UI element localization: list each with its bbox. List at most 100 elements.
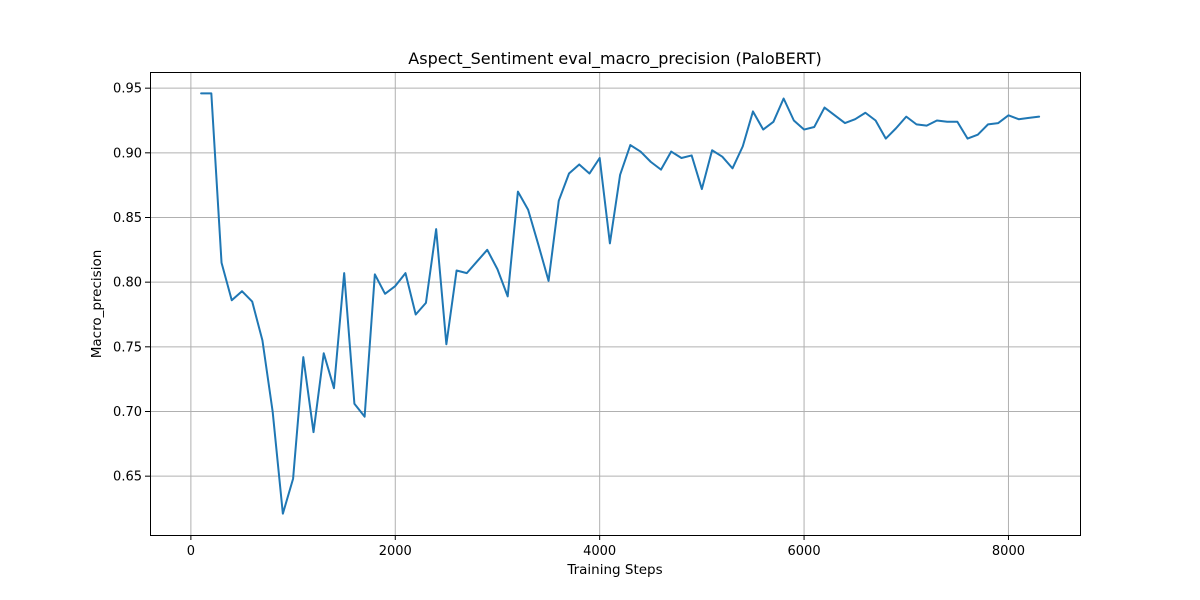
- data-point: [588, 173, 590, 175]
- data-point: [772, 121, 774, 123]
- data-point: [333, 387, 335, 389]
- data-point: [568, 173, 570, 175]
- data-point: [445, 343, 447, 345]
- data-point: [394, 285, 396, 287]
- data-point: [936, 119, 938, 121]
- data-point: [425, 302, 427, 304]
- y-tick-label: 0.85: [113, 211, 142, 226]
- data-point: [783, 98, 785, 100]
- data-point: [507, 295, 509, 297]
- data-point: [732, 167, 734, 169]
- data-point: [1028, 117, 1030, 119]
- data-point: [353, 403, 355, 405]
- x-tick-label: 0: [187, 544, 195, 559]
- data-point: [496, 268, 498, 270]
- data-point: [537, 244, 539, 246]
- data-point: [558, 200, 560, 202]
- data-point: [813, 126, 815, 128]
- data-point: [619, 174, 621, 176]
- data-point: [946, 121, 948, 123]
- data-point: [793, 119, 795, 121]
- data-point: [875, 119, 877, 121]
- data-point: [364, 416, 366, 418]
- data-point: [824, 107, 826, 109]
- data-point: [231, 299, 233, 301]
- data-point: [997, 122, 999, 124]
- data-point: [241, 290, 243, 292]
- y-tick-label: 0.95: [113, 82, 142, 97]
- data-point: [486, 249, 488, 251]
- data-point: [711, 149, 713, 151]
- y-tick-label: 0.80: [113, 276, 142, 291]
- series-layer: [200, 92, 1041, 515]
- data-point: [292, 478, 294, 480]
- data-point: [282, 513, 284, 515]
- data-point: [905, 116, 907, 118]
- data-point: [374, 273, 376, 275]
- ticks: 0 2000 4000 6000 8000 0.65 0.70 0.75 0.80 0.85 0.9…: [113, 82, 1025, 559]
- data-point: [721, 156, 723, 158]
- data-point: [272, 410, 274, 412]
- data-point: [221, 262, 223, 264]
- y-tick-label: 0.65: [113, 470, 142, 485]
- data-point: [210, 92, 212, 94]
- data-point: [343, 272, 345, 274]
- data-point: [640, 151, 642, 153]
- data-point: [251, 301, 253, 303]
- data-point: [1018, 118, 1020, 120]
- data-point: [752, 110, 754, 112]
- x-tick-label: 2000: [379, 544, 412, 559]
- data-point: [384, 293, 386, 295]
- data-point: [967, 138, 969, 140]
- data-point: [200, 92, 202, 94]
- data-point: [803, 129, 805, 131]
- data-point: [864, 112, 866, 114]
- data-point: [915, 123, 917, 125]
- data-point: [578, 163, 580, 165]
- data-point: [885, 138, 887, 140]
- data-point: [404, 272, 406, 274]
- y-axis-label: Macro_precision: [89, 250, 105, 359]
- data-point: [609, 242, 611, 244]
- x-tick-label: 6000: [788, 544, 821, 559]
- x-tick-label: 8000: [992, 544, 1025, 559]
- series-line: [200, 92, 1041, 515]
- x-tick-label: 4000: [583, 544, 616, 559]
- data-point: [456, 270, 458, 272]
- data-point: [844, 122, 846, 124]
- data-point: [517, 191, 519, 193]
- y-tick-label: 0.90: [113, 146, 142, 161]
- data-point: [629, 144, 631, 146]
- data-point: [762, 129, 764, 131]
- data-point: [670, 151, 672, 153]
- data-point: [660, 169, 662, 171]
- y-tick-label: 0.70: [113, 405, 142, 420]
- data-point: [527, 209, 529, 211]
- data-point: [895, 127, 897, 129]
- data-point: [599, 157, 601, 159]
- data-point: [415, 313, 417, 315]
- data-point: [1007, 114, 1009, 116]
- data-point: [680, 157, 682, 159]
- x-axis-label: Training Steps: [566, 562, 662, 578]
- y-tick-label: 0.75: [113, 340, 142, 355]
- data-point: [926, 125, 928, 127]
- data-point: [302, 356, 304, 358]
- grid: [150, 72, 1080, 535]
- data-point: [834, 114, 836, 116]
- data-point: [323, 352, 325, 354]
- data-point: [742, 145, 744, 147]
- data-point: [650, 161, 652, 163]
- data-point: [476, 260, 478, 262]
- data-point: [977, 134, 979, 136]
- data-point: [1038, 116, 1040, 118]
- data-point: [313, 431, 315, 433]
- data-point: [548, 280, 550, 282]
- data-point: [466, 272, 468, 274]
- data-point: [956, 121, 958, 123]
- data-point: [701, 188, 703, 190]
- data-point: [261, 339, 263, 341]
- plot-frame: [150, 72, 1081, 536]
